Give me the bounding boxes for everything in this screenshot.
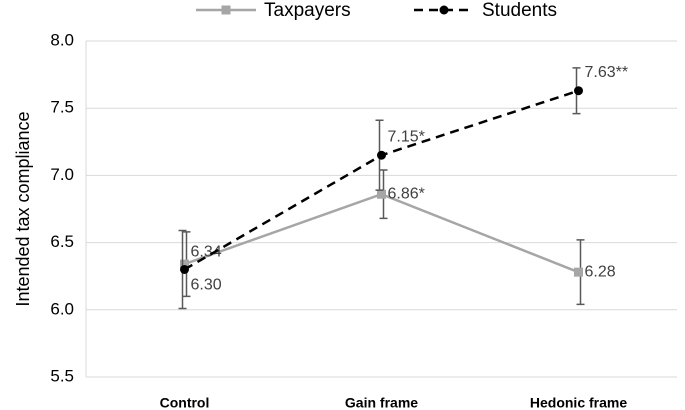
y-axis-title: Intended tax compliance (13, 111, 33, 306)
data-label: 7.63** (585, 64, 629, 81)
legend-label: Students (482, 0, 557, 21)
data-label: 6.86* (388, 185, 425, 202)
data-point (574, 86, 583, 96)
y-tick-label: 6.5 (50, 232, 74, 251)
data-point (377, 150, 386, 160)
legend-marker (439, 5, 449, 15)
x-tick-label: Hedonic frame (530, 395, 627, 410)
data-label: 7.15* (388, 128, 425, 145)
data-point (574, 267, 583, 277)
data-label: 6.28 (585, 263, 616, 280)
x-tick-label: Control (160, 395, 210, 410)
y-tick-label: 7.5 (50, 98, 74, 117)
data-label: 6.34 (191, 243, 222, 260)
legend-marker (221, 5, 231, 15)
data-point (180, 264, 189, 274)
y-tick-label: 5.5 (50, 366, 74, 385)
series-line (184, 192, 579, 274)
data-label: 6.30 (191, 277, 222, 294)
data-point (180, 259, 189, 269)
x-tick-label: Gain frame (345, 395, 418, 410)
y-tick-label: 6.0 (50, 299, 74, 318)
legend-label: Taxpayers (264, 0, 351, 21)
y-tick-label: 7.0 (50, 165, 74, 184)
y-tick-label: 8.0 (50, 30, 74, 49)
data-point (377, 189, 386, 199)
